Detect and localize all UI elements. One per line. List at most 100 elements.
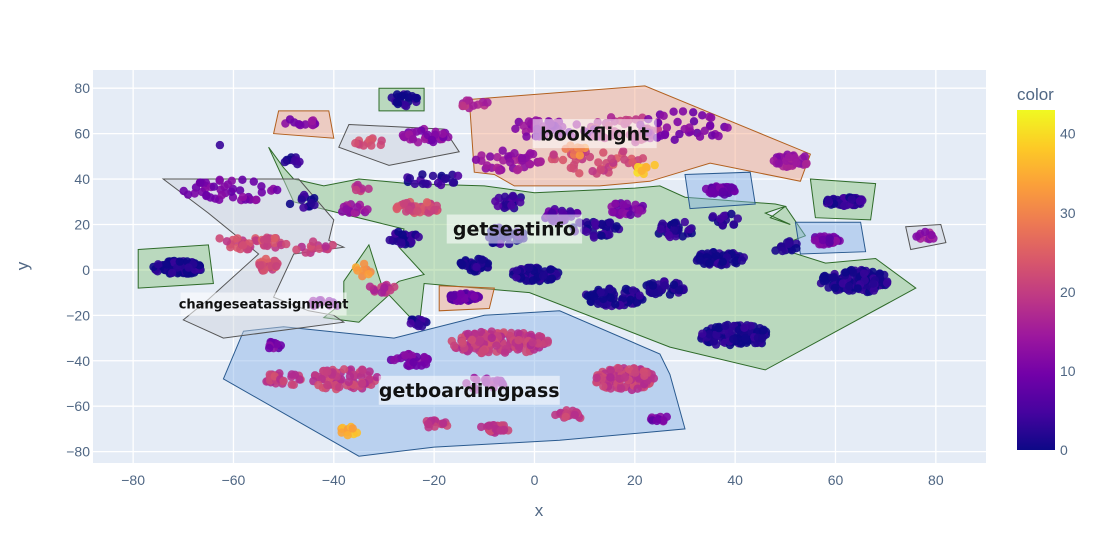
- scatter-point: [235, 186, 245, 195]
- scatter-point: [493, 153, 502, 162]
- colorbar-tick-label: 40: [1060, 126, 1076, 142]
- x-tick-label: −20: [422, 472, 446, 488]
- scatter-point: [737, 256, 747, 265]
- scatter-point: [430, 205, 439, 215]
- scatter-point: [652, 416, 662, 426]
- scatter-point: [414, 320, 424, 329]
- cluster-label: bookflight: [540, 123, 649, 145]
- scatter-point: [561, 412, 570, 421]
- scatter-point: [295, 375, 304, 384]
- y-tick-label: −20: [66, 307, 90, 323]
- scatter-point: [390, 355, 399, 365]
- scatter-point: [392, 90, 402, 99]
- x-tick-label: 80: [928, 472, 944, 488]
- scatter-point: [848, 268, 858, 277]
- scatter-point: [714, 323, 724, 333]
- scatter-point: [628, 158, 637, 167]
- scatter-point: [439, 419, 448, 428]
- scatter-point: [626, 295, 635, 304]
- scatter-point: [727, 209, 736, 219]
- scatter-point: [518, 156, 527, 165]
- scatter-point: [860, 276, 869, 285]
- scatter-point: [472, 263, 481, 272]
- scatter-point: [514, 336, 523, 345]
- scatter-point: [404, 205, 414, 214]
- scatter-point: [847, 195, 856, 204]
- x-axis-title: x: [535, 501, 544, 520]
- scatter-point: [323, 367, 332, 376]
- scatter-point: [787, 246, 797, 255]
- scatter-point: [482, 161, 492, 170]
- scatter-point: [612, 222, 621, 231]
- y-tick-label: 40: [74, 171, 90, 187]
- scatter-point: [829, 273, 839, 282]
- y-tick-label: 0: [82, 262, 90, 278]
- scatter-point: [698, 111, 707, 120]
- scatter-point: [364, 270, 373, 279]
- scatter-point: [656, 225, 665, 234]
- scatter-point: [287, 380, 296, 389]
- scatter-point: [635, 206, 644, 215]
- scatter-point: [251, 195, 260, 205]
- scatter-point: [494, 166, 504, 175]
- scatter-point: [718, 187, 728, 196]
- scatter-point: [487, 333, 496, 343]
- scatter-point: [631, 368, 640, 377]
- scatter-point: [513, 166, 522, 175]
- scatter-point: [818, 273, 828, 283]
- scatter-point: [233, 234, 242, 243]
- scatter-point: [708, 212, 718, 221]
- scatter-point: [844, 282, 854, 291]
- scatter-point: [358, 379, 367, 388]
- scatter-point: [307, 198, 316, 208]
- scatter-point: [365, 367, 374, 376]
- colorbar-tick-label: 10: [1060, 363, 1076, 379]
- scatter-point: [308, 237, 318, 246]
- scatter-point: [853, 284, 862, 293]
- scatter-point: [348, 424, 357, 433]
- scatter-point: [594, 158, 603, 167]
- scatter-point: [633, 384, 642, 393]
- scatter-point: [712, 330, 721, 340]
- scatter-point: [746, 321, 756, 331]
- scatter-point: [524, 263, 533, 273]
- scatter-point: [449, 292, 458, 301]
- scatter-point: [422, 198, 432, 207]
- scatter-point: [855, 196, 865, 206]
- scatter-point: [238, 175, 247, 184]
- scatter-point: [689, 108, 698, 117]
- scatter-point: [575, 169, 584, 178]
- scatter-point: [162, 260, 171, 269]
- scatter-point: [774, 159, 783, 168]
- scatter-point: [605, 230, 614, 239]
- colorbar-tick-label: 30: [1060, 205, 1076, 221]
- y-tick-label: 80: [74, 80, 90, 96]
- scatter-point: [272, 262, 281, 271]
- scatter-point: [758, 334, 767, 343]
- scatter-point: [492, 341, 501, 350]
- scatter-point: [470, 292, 479, 301]
- scatter-point: [299, 203, 308, 212]
- scatter-point: [512, 273, 521, 282]
- colorbar-tick-label: 0: [1060, 442, 1068, 458]
- scatter-point: [659, 416, 668, 425]
- colorbar: [1017, 110, 1055, 450]
- scatter-point: [599, 294, 608, 304]
- scatter-point: [285, 115, 295, 124]
- scatter-point: [529, 276, 538, 285]
- scatter-point: [669, 219, 679, 228]
- scatter-point: [678, 107, 688, 116]
- scatter-point: [486, 152, 495, 161]
- scatter-point: [801, 159, 811, 169]
- scatter-point: [619, 200, 628, 209]
- scatter-point: [660, 281, 670, 290]
- scatter-point: [685, 225, 695, 234]
- scatter-point: [505, 158, 515, 167]
- scatter-point: [508, 191, 518, 201]
- scatter-point: [270, 234, 279, 243]
- scatter-point: [438, 129, 447, 138]
- scatter-point: [377, 288, 386, 297]
- scatter-point: [215, 175, 224, 184]
- scatter-point: [400, 100, 409, 110]
